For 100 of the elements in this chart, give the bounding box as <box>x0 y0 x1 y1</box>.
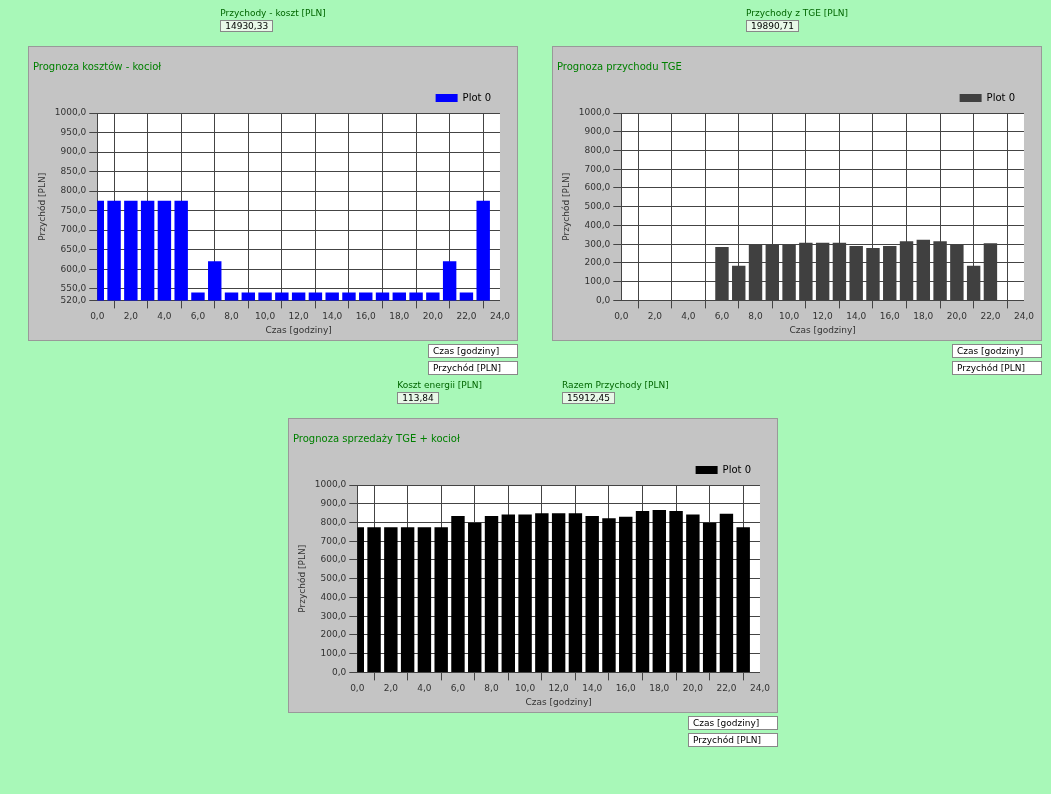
y-tick-label: 1000,0 <box>578 107 611 118</box>
text: Czas [godziny] <box>952 344 1042 358</box>
y-tick-label: 900,0 <box>60 146 87 157</box>
y-tick-label: 1000,0 <box>314 479 347 490</box>
x-tick-label: 14,0 <box>322 311 343 322</box>
x-tick-label: 10,0 <box>255 311 276 322</box>
bar <box>585 516 599 672</box>
x-tick-label: 4,0 <box>417 683 432 694</box>
y-tick-label: 900,0 <box>320 498 347 509</box>
bar <box>417 527 432 672</box>
legend-label: Plot 0 <box>462 91 491 103</box>
x-tick-label: 12,0 <box>812 311 833 322</box>
y-tick-label: 600,0 <box>60 263 87 274</box>
x-tick-label: 8,0 <box>224 311 239 322</box>
text: Czas [godziny] <box>428 344 518 358</box>
y-tick-label: 0,0 <box>595 294 611 305</box>
x-tick-label: 18,0 <box>649 683 670 694</box>
y-tick-label: 300,0 <box>320 610 347 621</box>
y-axis-title: Przychód [PLN] <box>36 172 47 241</box>
x-tick-label: 2,0 <box>383 683 399 694</box>
x-tick-label: 10,0 <box>779 311 800 322</box>
x-tick-label: 8,0 <box>484 683 499 694</box>
text: Przychód [PLN] <box>428 361 518 375</box>
x-tick-label: 24,0 <box>489 311 511 322</box>
x-tick-label: 2,0 <box>123 311 139 322</box>
y-tick-label: 1000,0 <box>54 107 87 118</box>
y-tick-label: 300,0 <box>584 238 611 249</box>
bar <box>719 513 734 672</box>
y-tick-label: 700,0 <box>584 163 611 174</box>
x-tick-label: 2,0 <box>647 311 663 322</box>
x-tick-label: 6,0 <box>190 311 206 322</box>
x-tick-label: 20,0 <box>682 683 704 694</box>
y-tick-label: 100,0 <box>584 276 611 286</box>
y-tick-label: 650,0 <box>60 243 87 254</box>
text: Przychody z TGE [PLN] <box>746 8 848 18</box>
x-axis-title: Czas [godziny] <box>525 696 592 707</box>
y-tick-label: 500,0 <box>320 573 347 584</box>
text: 19890,71 <box>746 20 799 32</box>
y-tick-label: 800,0 <box>584 144 611 155</box>
bar <box>501 514 516 672</box>
x-tick-label: 18,0 <box>389 311 410 322</box>
chart-title: Prognoza przychodu TGE <box>557 60 682 72</box>
text: Przychód [PLN] <box>688 733 778 747</box>
text: Czas [godziny] <box>688 716 778 730</box>
text: 113,84 <box>397 392 439 404</box>
y-axis-title: Przychód [PLN] <box>296 544 307 613</box>
x-tick-label: 22,0 <box>980 311 1001 322</box>
x-tick-label: 0,0 <box>614 311 629 322</box>
y-tick-label: 700,0 <box>60 224 87 235</box>
legend-label: Plot 0 <box>986 91 1015 103</box>
x-tick-label: 22,0 <box>456 311 477 322</box>
bar <box>702 522 717 672</box>
x-tick-label: 4,0 <box>681 311 696 322</box>
bar <box>669 511 683 672</box>
bar <box>635 511 650 672</box>
y-tick-label: 750,0 <box>60 204 87 215</box>
bar <box>434 527 448 672</box>
x-tick-label: 14,0 <box>846 311 867 322</box>
y-tick-label: 950,0 <box>60 126 87 137</box>
y-tick-label: 600,0 <box>320 554 347 565</box>
bar <box>468 522 482 672</box>
x-tick-label: 20,0 <box>946 311 968 322</box>
bar <box>551 513 566 672</box>
text: Koszt energii [PLN] <box>397 380 483 390</box>
y-tick-label: 600,0 <box>584 182 611 193</box>
y-tick-label: 200,0 <box>320 629 347 640</box>
bar <box>451 516 465 672</box>
x-tick-label: 12,0 <box>548 683 569 694</box>
x-tick-label: 0,0 <box>90 311 105 322</box>
bar <box>619 516 633 672</box>
x-axis-title: Czas [godziny] <box>789 324 856 335</box>
bar <box>652 509 667 672</box>
text: 15912,45 <box>562 392 616 404</box>
x-axis-title: Czas [godziny] <box>265 324 332 335</box>
y-tick-label: 900,0 <box>584 126 611 137</box>
text: 14930,33 <box>220 20 274 32</box>
x-tick-label: 14,0 <box>582 683 603 694</box>
y-tick-label: 520,0 <box>60 294 87 305</box>
x-tick-label: 8,0 <box>748 311 763 322</box>
x-tick-label: 24,0 <box>749 683 771 694</box>
y-tick-label: 800,0 <box>320 516 347 527</box>
x-tick-label: 10,0 <box>515 683 536 694</box>
y-tick-label: 550,0 <box>60 283 87 294</box>
x-tick-label: 18,0 <box>913 311 934 322</box>
x-tick-label: 16,0 <box>615 683 637 694</box>
legend-label: Plot 0 <box>722 463 751 475</box>
y-tick-label: 850,0 <box>60 165 87 176</box>
y-axis-title: Przychód [PLN] <box>560 172 571 241</box>
x-tick-label: 0,0 <box>350 683 365 694</box>
y-tick-label: 100,0 <box>320 648 347 658</box>
x-tick-label: 6,0 <box>714 311 730 322</box>
bar <box>736 527 750 672</box>
bar <box>535 513 549 672</box>
chart-title: Prognoza kosztów - kocioł <box>33 60 162 72</box>
x-tick-label: 24,0 <box>1013 311 1035 322</box>
y-tick-label: 400,0 <box>320 591 347 602</box>
x-tick-label: 16,0 <box>879 311 901 322</box>
x-tick-label: 6,0 <box>450 683 466 694</box>
x-tick-label: 12,0 <box>288 311 309 322</box>
text: Razem Przychody [PLN] <box>562 380 669 390</box>
